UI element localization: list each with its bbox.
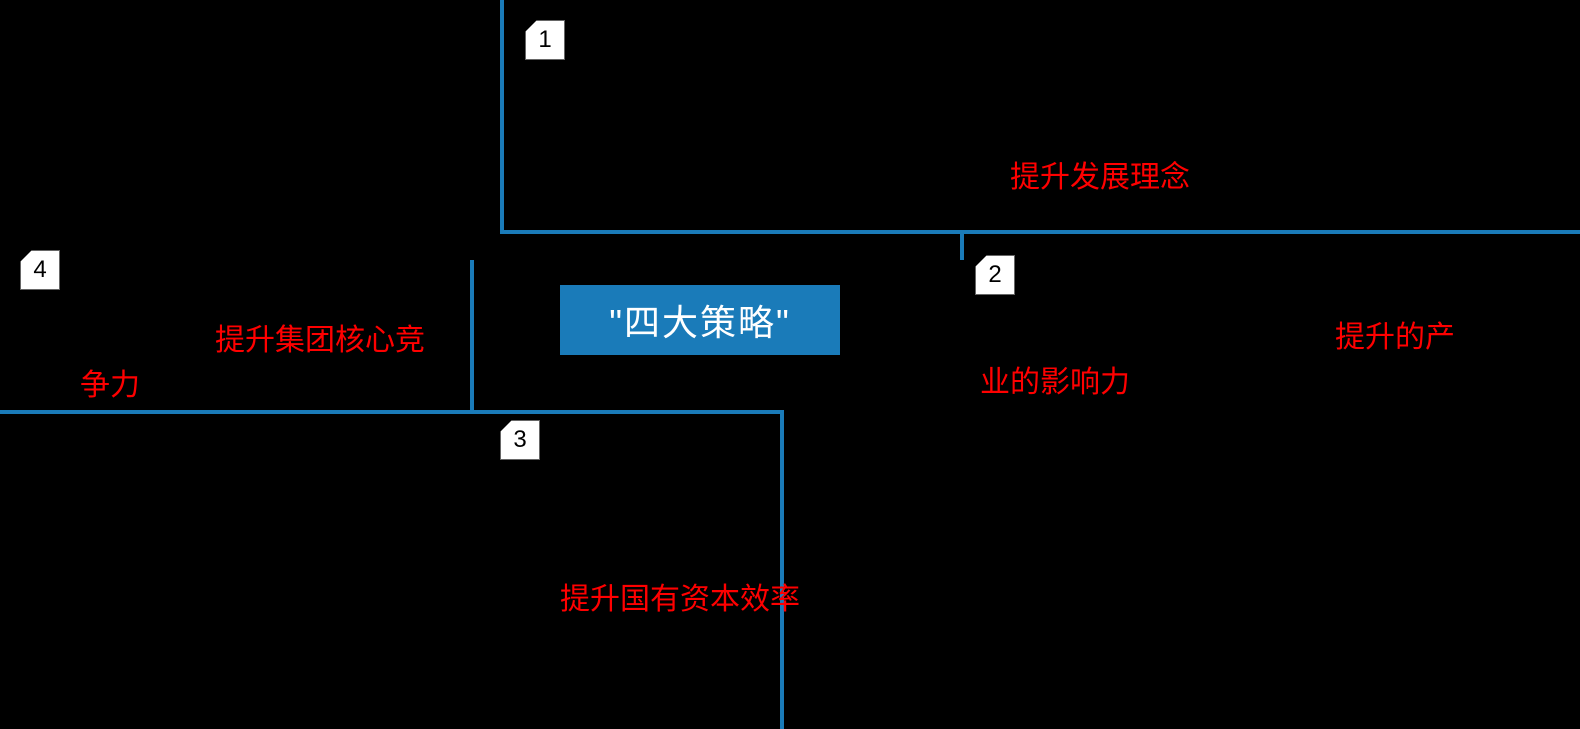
line-h-2 (960, 230, 1580, 234)
number-box-3: 3 (500, 420, 540, 460)
number-3: 3 (513, 426, 526, 454)
line-h-4 (0, 410, 470, 414)
number-1: 1 (538, 26, 551, 54)
line-v-4 (470, 260, 474, 414)
number-box-1: 1 (525, 20, 565, 60)
label-2a: 提升的产 (1335, 315, 1455, 360)
line-h-3b (470, 410, 780, 414)
number-box-4: 4 (20, 250, 60, 290)
number-4: 4 (33, 256, 46, 284)
line-v-2 (960, 230, 964, 260)
label-2b: 业的影响力 (980, 360, 1130, 405)
line-v-1 (500, 0, 504, 234)
line-h-1 (500, 230, 960, 234)
label-3: 提升国有资本效率 (560, 577, 800, 622)
label-4b: 争力 (80, 363, 140, 408)
number-box-2: 2 (975, 255, 1015, 295)
number-2: 2 (988, 261, 1001, 289)
label-4a: 提升集团核心竞 (215, 318, 425, 363)
label-1: 提升发展理念 (1010, 155, 1190, 200)
center-title-box: "四大策略" (560, 285, 840, 355)
diagram-canvas: "四大策略" 1 2 3 4 提升发展理念 提升的产 业的影响力 提升国有资本效… (0, 0, 1580, 729)
line-v-3 (780, 410, 784, 729)
center-title-text: "四大策略" (609, 294, 791, 346)
